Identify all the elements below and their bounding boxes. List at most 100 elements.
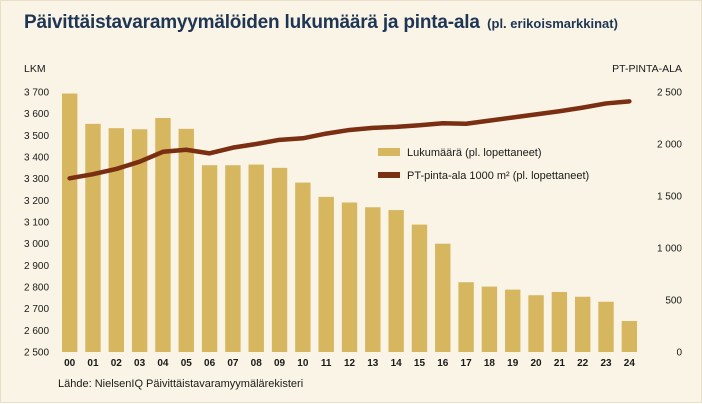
bar-24 [621,321,638,352]
line-point-03 [139,161,141,163]
right-tick-label: 2 500 [657,88,682,99]
area-line [67,99,632,181]
right-tick-label: 1 500 [657,192,682,203]
legend-bar-label: Lukumäärä (pl. lopettaneet) [407,147,542,159]
line-point-08 [255,143,257,145]
chart-subtitle: (pl. erikoismarkkinat) [487,16,618,31]
x-tick-label: 03 [134,358,146,369]
bar-series [61,93,638,353]
left-tick-label: 3 300 [24,174,49,185]
line-point-02 [115,168,117,170]
bar-16 [435,243,451,352]
line-point-01 [92,173,94,175]
left-tick-label: 3 100 [24,218,49,229]
left-tick-label: 2 700 [24,304,49,315]
line-point-21 [558,110,560,112]
bar-20 [528,295,544,352]
bar-17 [458,282,474,352]
line-point-17 [465,123,467,125]
x-tick-label: 14 [391,358,403,369]
line-point-10 [302,137,304,139]
line-point-16 [442,122,444,124]
bar-19 [505,289,521,352]
bar-18 [481,286,498,352]
x-tick-label: 09 [274,358,286,369]
left-tick-label: 3 600 [24,109,49,120]
x-tick-label: 23 [600,358,612,369]
line-point-07 [232,147,234,149]
bar-23 [598,301,614,352]
x-tick-label: 07 [227,358,239,369]
bar-06 [201,165,218,352]
bar-10 [295,182,311,352]
bar-02 [108,128,124,352]
bar-07 [225,165,241,352]
left-tick-label: 3 200 [24,196,49,207]
line-point-19 [512,116,514,118]
left-axis-title: LKM [24,63,46,75]
right-tick-label: 0 [676,348,682,359]
left-axis-ticks: 2 500 2 600 2 700 2 800 2 900 3 000 3 100 3 200… [24,88,49,359]
bar-13 [365,207,381,352]
bar-12 [341,202,358,352]
left-tick-label: 2 600 [24,326,49,337]
line-point-12 [349,129,350,131]
x-tick-label: 16 [437,358,449,369]
bar-03 [131,129,148,352]
x-tick-label: 12 [344,358,356,369]
x-tick-label: 11 [321,358,332,369]
left-tick-label: 2 800 [24,283,49,294]
x-tick-label: 17 [461,358,473,369]
line-point-06 [209,152,211,154]
line-point-24 [628,100,630,102]
left-tick-label: 2 500 [24,348,49,359]
x-tick-label: 00 [64,358,76,369]
line-series [67,99,632,181]
x-tick-label: 10 [297,358,309,369]
right-tick-label: 1 000 [657,244,682,255]
left-tick-label: 3 700 [24,88,49,99]
bar-21 [551,291,568,352]
line-point-23 [605,102,607,104]
line-point-18 [488,120,490,122]
x-tick-label: 06 [204,358,216,369]
x-tick-label: 24 [624,358,636,369]
line-point-05 [185,149,187,151]
x-tick-label: 04 [157,358,169,369]
bar-05 [178,128,194,352]
x-tick-label: 18 [484,358,496,369]
legend: Lukumäärä (pl. lopettaneet) PT-pinta-ala … [378,147,589,182]
line-point-11 [325,133,327,135]
source-note: Lähde: NielsenIQ Päivittäistavaramyymälä… [58,378,304,390]
line-point-22 [582,107,584,109]
line-point-15 [418,124,420,126]
bar-15 [411,224,428,352]
line-point-13 [372,127,374,129]
line-point-04 [162,151,164,153]
right-tick-label: 2 000 [657,140,682,151]
bar-11 [318,196,334,352]
line-point-20 [535,113,537,115]
x-tick-label: 02 [111,358,123,369]
left-tick-label: 2 900 [24,261,49,272]
x-tick-label: 20 [530,358,542,369]
bar-14 [388,210,404,352]
x-tick-label: 13 [367,358,379,369]
x-tick-label: 01 [87,358,99,369]
bar-04 [155,118,171,352]
line-point-00 [69,177,71,179]
bar-00 [61,93,78,353]
right-axis-ticks: 0 500 1 000 1 500 2 000 2 500 [657,88,682,359]
bar-22 [575,296,591,352]
line-point-09 [279,139,281,141]
legend-line-swatch [378,172,400,178]
x-axis-ticks: 00 01 02 03 04 05 06 07 08 09 10 11 12 13 14 15 16 17 18 19… [64,358,635,369]
x-tick-label: 05 [181,358,193,369]
right-axis-title: PT-PINTA-ALA [612,63,682,75]
x-tick-label: 08 [251,358,263,369]
line-point-14 [395,126,397,128]
bar-09 [271,167,288,352]
x-tick-label: 22 [577,358,589,369]
